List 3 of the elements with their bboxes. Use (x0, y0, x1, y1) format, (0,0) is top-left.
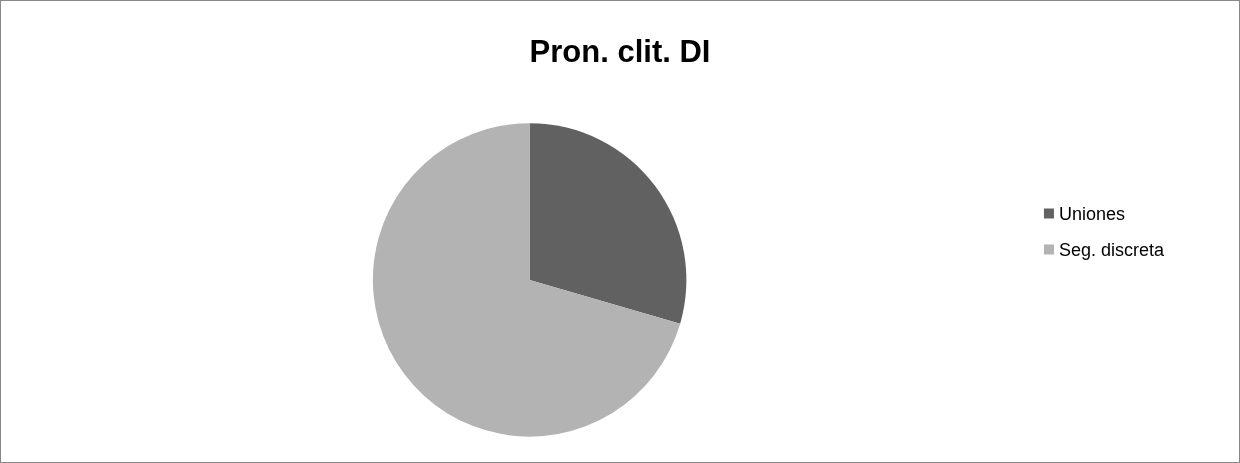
legend-label: Seg. discreta (1058, 239, 1165, 260)
legend-label: Uniones (1058, 203, 1125, 224)
chart-title: Pron. clit. DI (529, 34, 711, 69)
